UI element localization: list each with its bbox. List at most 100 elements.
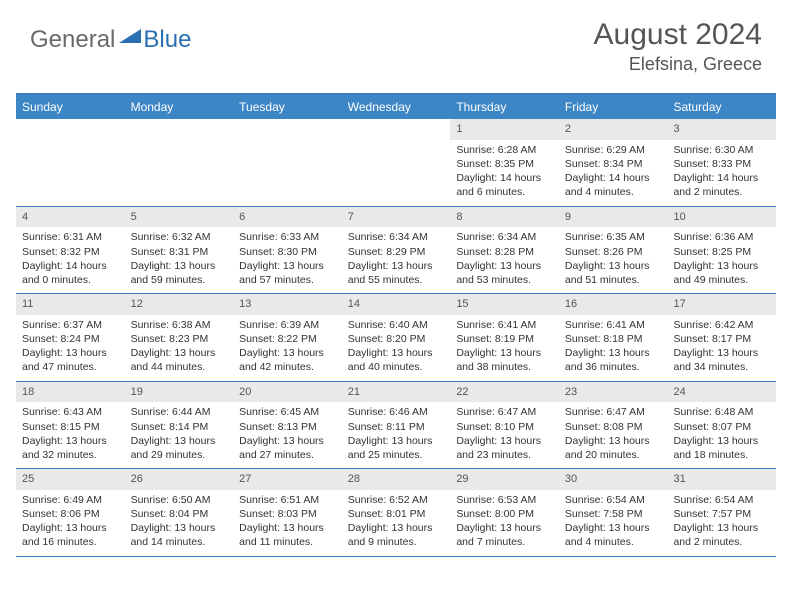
daylight-text: Daylight: 13 hours and 16 minutes. — [22, 521, 119, 549]
day-cell: 1Sunrise: 6:28 AMSunset: 8:35 PMDaylight… — [450, 119, 559, 206]
logo: General Blue — [30, 26, 191, 54]
day-cell — [16, 119, 125, 206]
sunrise-text: Sunrise: 6:51 AM — [239, 493, 336, 507]
day-number — [125, 119, 234, 125]
day-cell: 15Sunrise: 6:41 AMSunset: 8:19 PMDayligh… — [450, 294, 559, 381]
day-number: 23 — [559, 382, 668, 403]
day-number — [16, 119, 125, 125]
day-number: 1 — [450, 119, 559, 140]
day-number: 14 — [342, 294, 451, 315]
day-cell: 6Sunrise: 6:33 AMSunset: 8:30 PMDaylight… — [233, 207, 342, 294]
sunrise-text: Sunrise: 6:49 AM — [22, 493, 119, 507]
day-content: Sunrise: 6:40 AMSunset: 8:20 PMDaylight:… — [342, 315, 451, 381]
daylight-text: Daylight: 13 hours and 47 minutes. — [22, 346, 119, 374]
daylight-text: Daylight: 13 hours and 7 minutes. — [456, 521, 553, 549]
sunrise-text: Sunrise: 6:37 AM — [22, 318, 119, 332]
sunset-text: Sunset: 8:34 PM — [565, 157, 662, 171]
day-cell: 2Sunrise: 6:29 AMSunset: 8:34 PMDaylight… — [559, 119, 668, 206]
day-content: Sunrise: 6:54 AMSunset: 7:58 PMDaylight:… — [559, 490, 668, 556]
day-number: 5 — [125, 207, 234, 228]
day-number: 24 — [667, 382, 776, 403]
day-number: 29 — [450, 469, 559, 490]
day-cell: 21Sunrise: 6:46 AMSunset: 8:11 PMDayligh… — [342, 382, 451, 469]
day-content: Sunrise: 6:37 AMSunset: 8:24 PMDaylight:… — [16, 315, 125, 381]
day-number: 18 — [16, 382, 125, 403]
day-content: Sunrise: 6:30 AMSunset: 8:33 PMDaylight:… — [667, 140, 776, 206]
logo-triangle-icon — [119, 29, 141, 52]
day-content: Sunrise: 6:52 AMSunset: 8:01 PMDaylight:… — [342, 490, 451, 556]
sunset-text: Sunset: 8:29 PM — [348, 245, 445, 259]
sunrise-text: Sunrise: 6:31 AM — [22, 230, 119, 244]
day-cell: 24Sunrise: 6:48 AMSunset: 8:07 PMDayligh… — [667, 382, 776, 469]
day-cell: 31Sunrise: 6:54 AMSunset: 7:57 PMDayligh… — [667, 469, 776, 556]
day-number: 11 — [16, 294, 125, 315]
sunrise-text: Sunrise: 6:45 AM — [239, 405, 336, 419]
day-cell — [342, 119, 451, 206]
daylight-text: Daylight: 13 hours and 18 minutes. — [673, 434, 770, 462]
day-cell: 5Sunrise: 6:32 AMSunset: 8:31 PMDaylight… — [125, 207, 234, 294]
day-cell: 14Sunrise: 6:40 AMSunset: 8:20 PMDayligh… — [342, 294, 451, 381]
sunrise-text: Sunrise: 6:42 AM — [673, 318, 770, 332]
sunrise-text: Sunrise: 6:54 AM — [565, 493, 662, 507]
sunset-text: Sunset: 8:32 PM — [22, 245, 119, 259]
daylight-text: Daylight: 14 hours and 4 minutes. — [565, 171, 662, 199]
daylight-text: Daylight: 13 hours and 59 minutes. — [131, 259, 228, 287]
sunrise-text: Sunrise: 6:54 AM — [673, 493, 770, 507]
sunrise-text: Sunrise: 6:39 AM — [239, 318, 336, 332]
sunrise-text: Sunrise: 6:38 AM — [131, 318, 228, 332]
daylight-text: Daylight: 13 hours and 14 minutes. — [131, 521, 228, 549]
weekday-header: Thursday — [450, 95, 559, 119]
daylight-text: Daylight: 14 hours and 6 minutes. — [456, 171, 553, 199]
day-number: 15 — [450, 294, 559, 315]
week-row: 18Sunrise: 6:43 AMSunset: 8:15 PMDayligh… — [16, 382, 776, 470]
day-number: 9 — [559, 207, 668, 228]
sunset-text: Sunset: 8:07 PM — [673, 420, 770, 434]
day-number: 22 — [450, 382, 559, 403]
daylight-text: Daylight: 13 hours and 20 minutes. — [565, 434, 662, 462]
day-cell: 9Sunrise: 6:35 AMSunset: 8:26 PMDaylight… — [559, 207, 668, 294]
sunset-text: Sunset: 7:58 PM — [565, 507, 662, 521]
sunrise-text: Sunrise: 6:36 AM — [673, 230, 770, 244]
weekday-header-row: SundayMondayTuesdayWednesdayThursdayFrid… — [16, 95, 776, 119]
day-content: Sunrise: 6:48 AMSunset: 8:07 PMDaylight:… — [667, 402, 776, 468]
day-content: Sunrise: 6:49 AMSunset: 8:06 PMDaylight:… — [16, 490, 125, 556]
weeks-container: 1Sunrise: 6:28 AMSunset: 8:35 PMDaylight… — [16, 119, 776, 557]
sunrise-text: Sunrise: 6:44 AM — [131, 405, 228, 419]
sunrise-text: Sunrise: 6:52 AM — [348, 493, 445, 507]
header: General Blue August 2024 Elefsina, Greec… — [0, 0, 792, 85]
weekday-header: Friday — [559, 95, 668, 119]
sunrise-text: Sunrise: 6:46 AM — [348, 405, 445, 419]
day-content: Sunrise: 6:34 AMSunset: 8:28 PMDaylight:… — [450, 227, 559, 293]
weekday-header: Tuesday — [233, 95, 342, 119]
sunset-text: Sunset: 8:03 PM — [239, 507, 336, 521]
day-content: Sunrise: 6:36 AMSunset: 8:25 PMDaylight:… — [667, 227, 776, 293]
day-number: 17 — [667, 294, 776, 315]
day-number: 16 — [559, 294, 668, 315]
day-number: 30 — [559, 469, 668, 490]
day-cell: 22Sunrise: 6:47 AMSunset: 8:10 PMDayligh… — [450, 382, 559, 469]
day-number: 27 — [233, 469, 342, 490]
day-cell: 19Sunrise: 6:44 AMSunset: 8:14 PMDayligh… — [125, 382, 234, 469]
day-cell: 30Sunrise: 6:54 AMSunset: 7:58 PMDayligh… — [559, 469, 668, 556]
day-number — [342, 119, 451, 125]
day-content: Sunrise: 6:34 AMSunset: 8:29 PMDaylight:… — [342, 227, 451, 293]
daylight-text: Daylight: 13 hours and 55 minutes. — [348, 259, 445, 287]
sunset-text: Sunset: 8:31 PM — [131, 245, 228, 259]
day-number: 8 — [450, 207, 559, 228]
day-cell: 8Sunrise: 6:34 AMSunset: 8:28 PMDaylight… — [450, 207, 559, 294]
daylight-text: Daylight: 13 hours and 11 minutes. — [239, 521, 336, 549]
day-content: Sunrise: 6:47 AMSunset: 8:10 PMDaylight:… — [450, 402, 559, 468]
daylight-text: Daylight: 13 hours and 4 minutes. — [565, 521, 662, 549]
sunset-text: Sunset: 8:19 PM — [456, 332, 553, 346]
day-number: 31 — [667, 469, 776, 490]
sunset-text: Sunset: 8:22 PM — [239, 332, 336, 346]
daylight-text: Daylight: 13 hours and 53 minutes. — [456, 259, 553, 287]
day-content: Sunrise: 6:31 AMSunset: 8:32 PMDaylight:… — [16, 227, 125, 293]
day-cell: 3Sunrise: 6:30 AMSunset: 8:33 PMDaylight… — [667, 119, 776, 206]
daylight-text: Daylight: 13 hours and 42 minutes. — [239, 346, 336, 374]
day-content: Sunrise: 6:32 AMSunset: 8:31 PMDaylight:… — [125, 227, 234, 293]
day-cell — [233, 119, 342, 206]
day-cell — [125, 119, 234, 206]
day-content: Sunrise: 6:28 AMSunset: 8:35 PMDaylight:… — [450, 140, 559, 206]
sunrise-text: Sunrise: 6:41 AM — [456, 318, 553, 332]
